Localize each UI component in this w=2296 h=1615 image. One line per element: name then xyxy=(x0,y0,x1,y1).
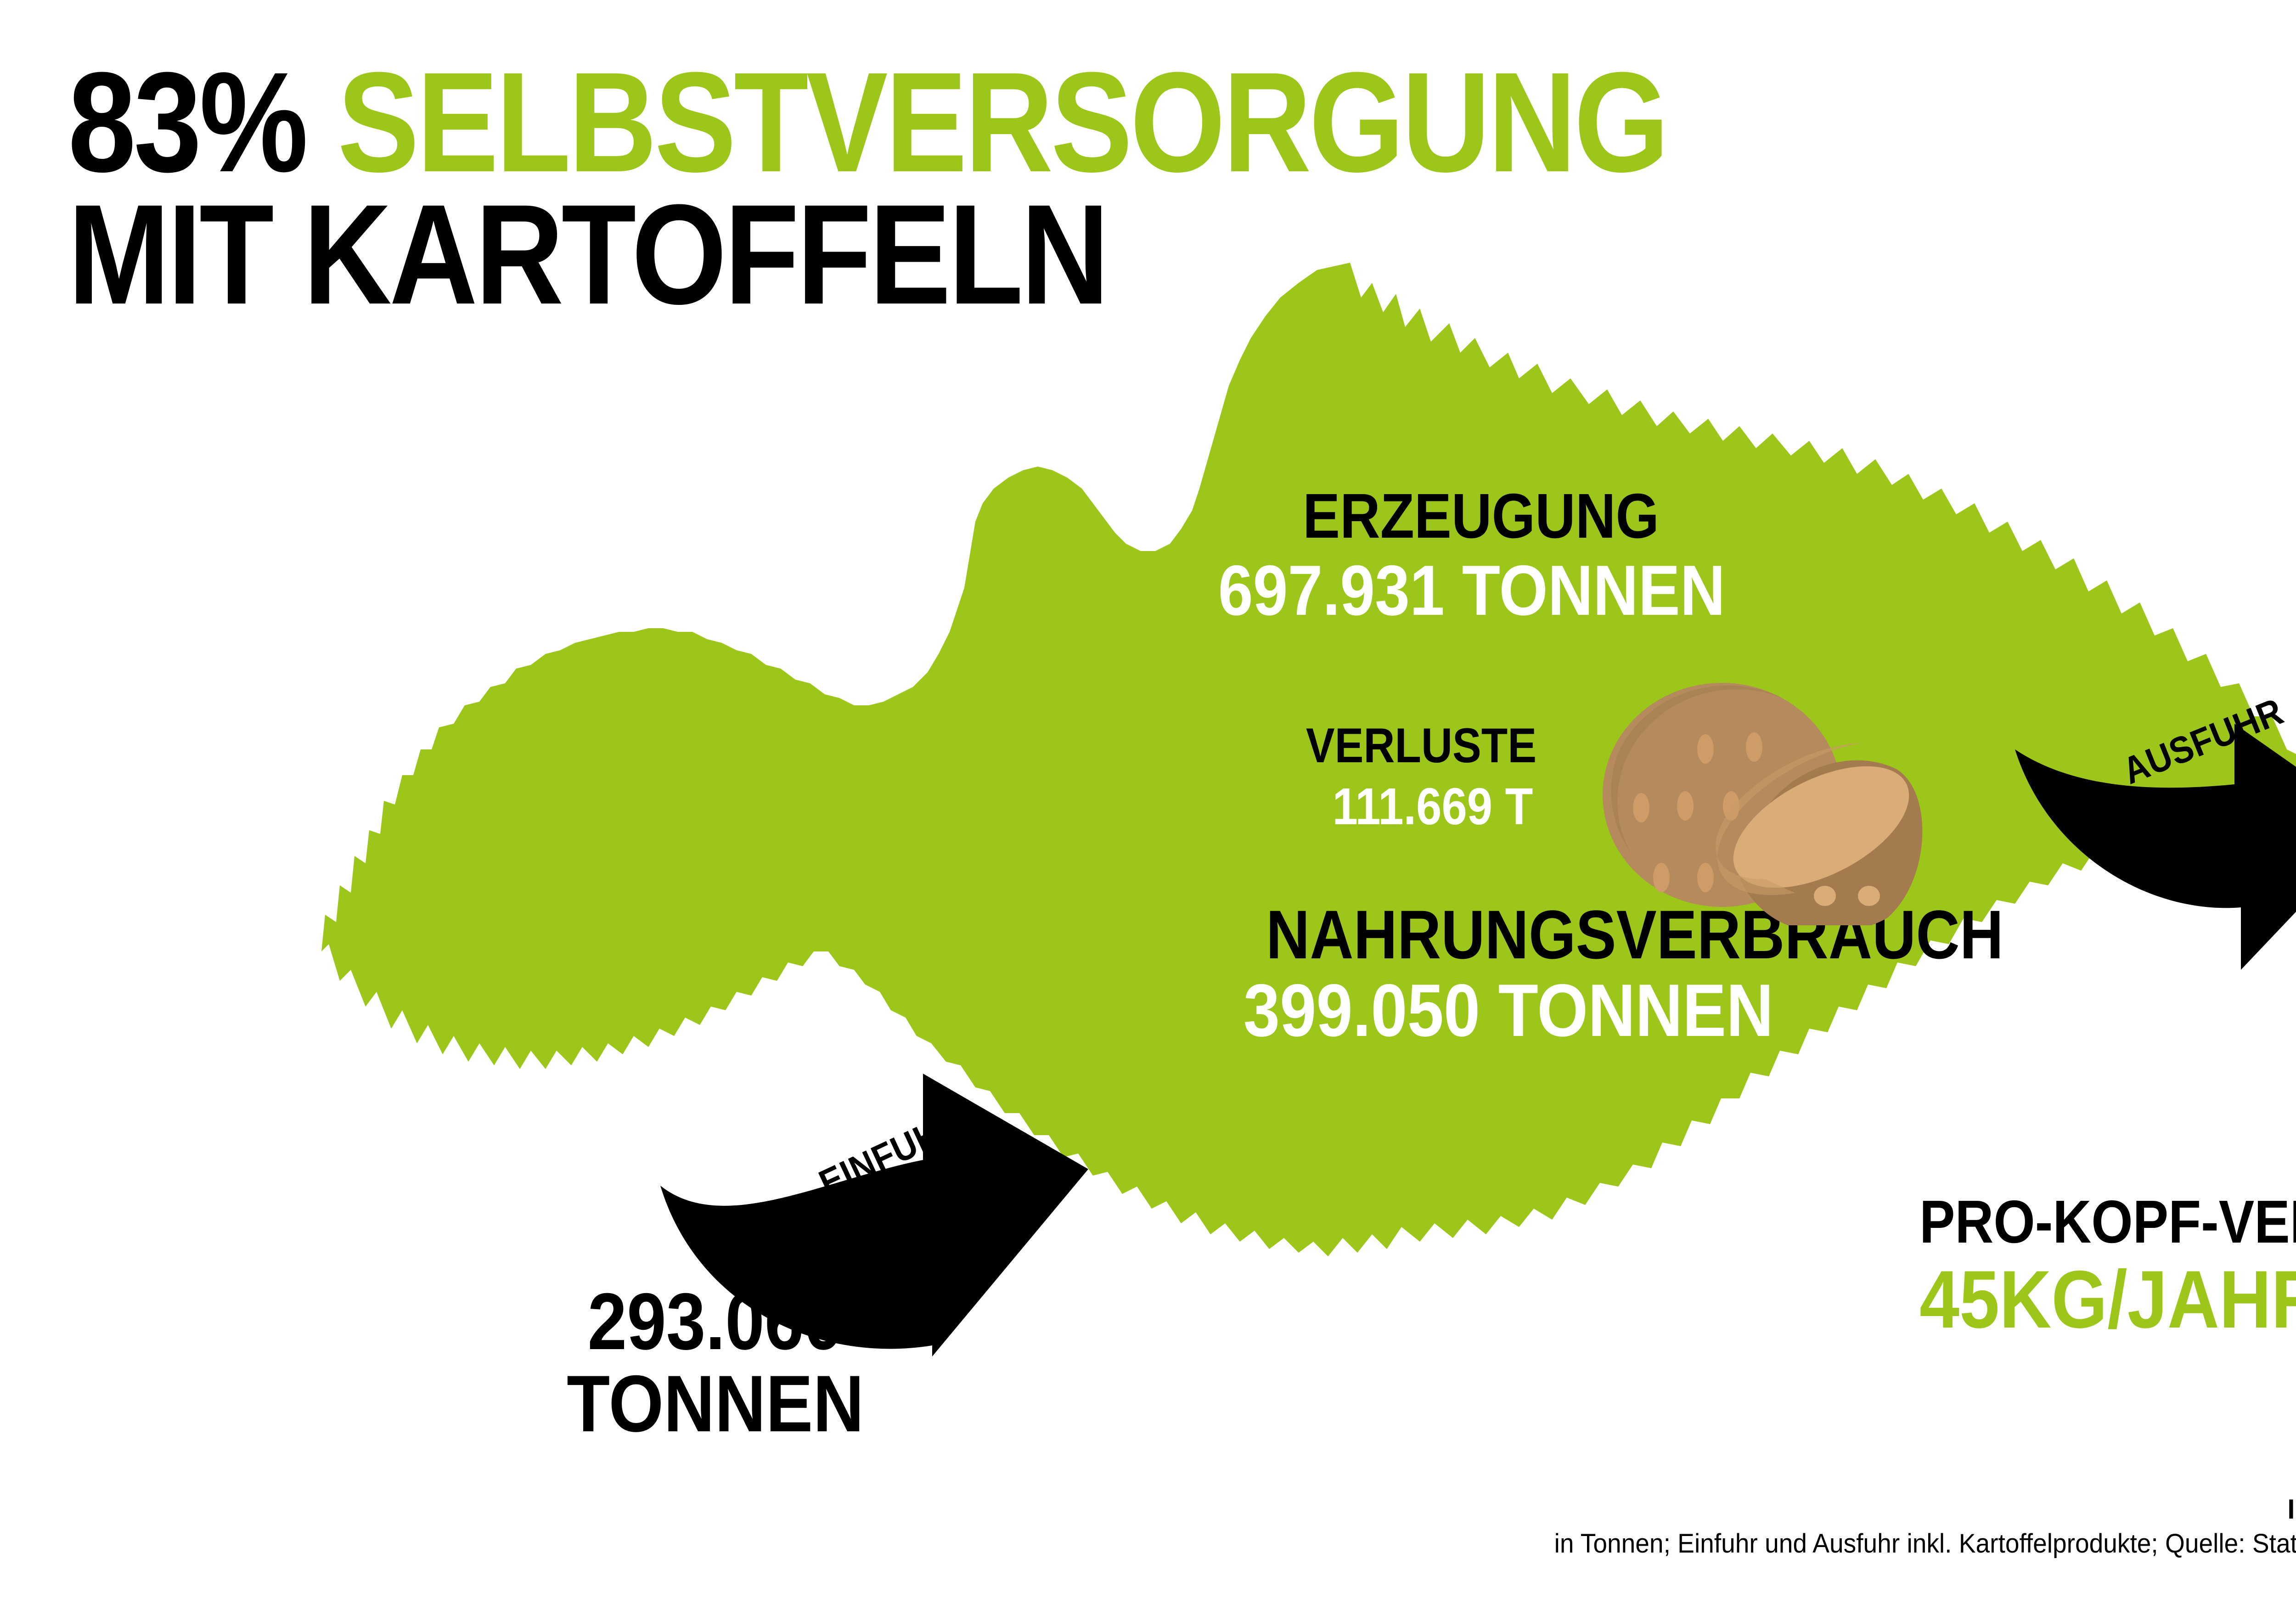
footer: Infografik © Land schafft Leben 2020 in … xyxy=(1491,1492,2296,1561)
title-highlight: SELBSTVERSORGUNG xyxy=(338,42,1669,202)
per-capita-value: 45KG/JAHR xyxy=(1919,1254,2296,1345)
einfuhr-value: 293.060 TONNEN xyxy=(567,1281,864,1445)
erzeugung-value: 697.931 TONNEN xyxy=(1218,551,1726,630)
per-capita-label: PRO-KOPF-VERBRAUCH xyxy=(1919,1188,2296,1255)
ausfuhr-arrow-icon xyxy=(2015,724,2296,970)
verluste-label: VERLUSTE xyxy=(1306,718,1537,773)
austria-map xyxy=(321,257,2296,1258)
page-title: 83% SELBSTVERSORGUNG MIT KARTOFFELN xyxy=(68,51,2088,334)
austria-map-shape xyxy=(321,263,2296,1256)
self-sufficiency-percent: 83% xyxy=(68,42,308,202)
footer-source: in Tonnen; Einfuhr und Ausfuhr inkl. Kar… xyxy=(1554,1528,2296,1559)
title-line-1: 83% SELBSTVERSORGUNG xyxy=(68,51,1806,193)
einfuhr-arrow-icon xyxy=(660,1074,1088,1356)
potato-icon xyxy=(1603,683,1923,925)
nahrungsverbrauch-value: 399.050 TONNEN xyxy=(1243,969,1774,1052)
verluste-value: 111.669 T xyxy=(1332,777,1533,835)
per-capita-block: PRO-KOPF-VERBRAUCH 45KG/JAHR xyxy=(1919,1192,2296,1343)
erzeugung-label: ERZEUGUNG xyxy=(1303,481,1659,551)
title-line-2: MIT KARTOFFELN xyxy=(68,174,1109,334)
footer-credit: Infografik © Land schafft Leben 2020 xyxy=(2287,1493,2296,1525)
einfuhr-value-line2: TONNEN xyxy=(567,1359,864,1449)
